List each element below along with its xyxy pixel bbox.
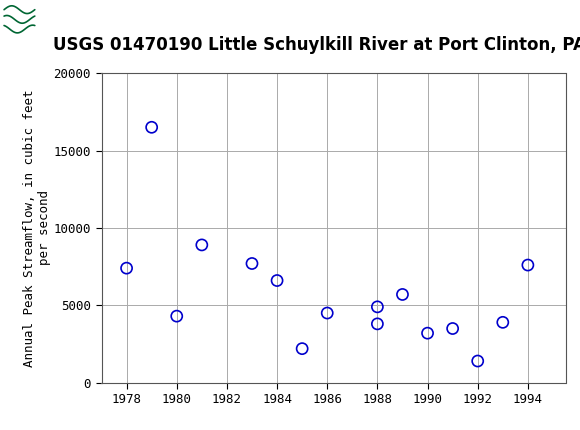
Point [373, 304, 382, 310]
Point [247, 260, 256, 267]
Text: USGS 01470190 Little Schuylkill River at Port Clinton, PA: USGS 01470190 Little Schuylkill River at… [53, 36, 580, 54]
Point [373, 320, 382, 327]
Point [122, 265, 131, 272]
Point [197, 242, 206, 249]
Point [423, 330, 432, 337]
Point [448, 325, 457, 332]
Point [172, 313, 182, 319]
Point [322, 310, 332, 316]
Point [298, 345, 307, 352]
Point [473, 358, 483, 365]
Point [273, 277, 282, 284]
Text: USGS: USGS [44, 10, 99, 28]
Bar [3, 3, 78, 36]
Y-axis label: Annual Peak Streamflow, in cubic feet
per second: Annual Peak Streamflow, in cubic feet pe… [23, 89, 51, 367]
Point [398, 291, 407, 298]
Point [523, 261, 532, 268]
Point [147, 124, 156, 131]
Point [498, 319, 508, 326]
